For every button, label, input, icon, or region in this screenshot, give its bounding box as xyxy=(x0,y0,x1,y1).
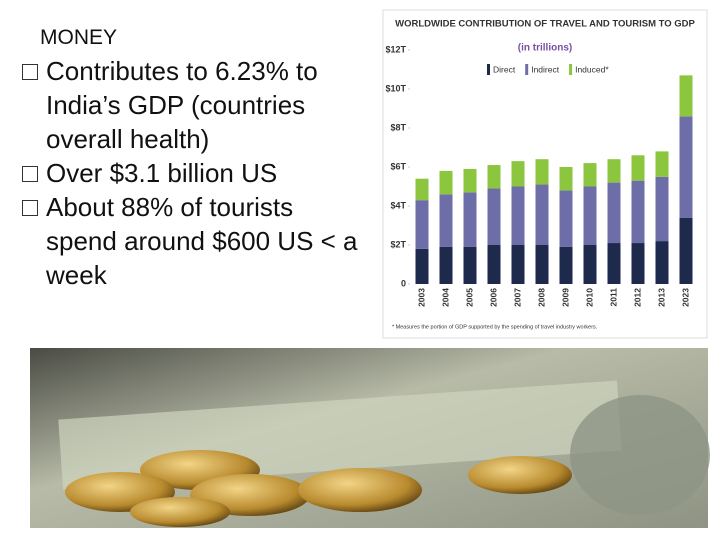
y-tick-label: $10T xyxy=(385,83,406,93)
legend-swatch xyxy=(525,64,529,75)
bullet-marker xyxy=(22,200,38,216)
bar-segment xyxy=(463,168,477,193)
bar-segment xyxy=(439,170,453,195)
bar-segment xyxy=(487,245,501,284)
bar-segment xyxy=(415,248,429,284)
y-tick-label: $4T xyxy=(390,200,406,210)
bullet-text: Contributes to 6.23% to India’s GDP (cou… xyxy=(46,56,318,154)
bar-segment xyxy=(679,116,693,218)
y-tick-label: $6T xyxy=(390,161,406,171)
bar-segment xyxy=(415,200,429,249)
chart-title: WORLDWIDE CONTRIBUTION OF TRAVEL AND TOU… xyxy=(395,19,695,30)
x-tick-label: 2007 xyxy=(512,288,522,307)
x-tick-label: 2023 xyxy=(680,288,690,307)
bar-segment xyxy=(655,151,669,177)
legend-label: Induced* xyxy=(575,64,609,74)
bar-segment xyxy=(559,246,573,284)
x-tick-label: 2006 xyxy=(488,288,498,307)
x-tick-label: 2004 xyxy=(440,288,450,307)
bar-segment xyxy=(415,178,429,201)
bar-segment xyxy=(607,243,621,284)
bar-segment xyxy=(559,190,573,247)
x-tick-label: 2012 xyxy=(632,288,642,307)
bar-segment xyxy=(487,165,501,189)
y-tick-label: $2T xyxy=(390,239,406,249)
coin xyxy=(130,497,230,527)
bar-segment xyxy=(679,75,693,117)
bullet-text: About 88% of tourists spend around $600 … xyxy=(46,192,358,290)
portrait xyxy=(570,395,710,515)
bar-segment xyxy=(607,182,621,244)
y-tick-label: $8T xyxy=(390,122,406,132)
bar-segment xyxy=(439,246,453,284)
legend-label: Indirect xyxy=(531,64,560,74)
coin xyxy=(468,456,572,494)
bar-segment xyxy=(535,245,549,284)
bar-segment xyxy=(439,194,453,247)
legend-swatch xyxy=(487,64,490,75)
bar-segment xyxy=(631,155,645,181)
bar-segment xyxy=(463,246,477,284)
chart-subtitle: (in trillions) xyxy=(518,43,572,54)
bar-segment xyxy=(583,186,597,245)
x-tick-label: 2013 xyxy=(656,288,666,307)
bar-segment xyxy=(679,217,693,284)
y-tick-label: $12T xyxy=(385,44,406,54)
bar-segment xyxy=(511,186,525,245)
chart: WORLDWIDE CONTRIBUTION OF TRAVEL AND TOU… xyxy=(385,19,695,331)
bar-segment xyxy=(535,184,549,245)
bullet: About 88% of tourists spend around $600 … xyxy=(22,190,362,292)
x-tick-label: 2010 xyxy=(584,288,594,307)
x-tick-label: 2005 xyxy=(464,288,474,307)
bar-segment xyxy=(511,245,525,284)
bar-segment xyxy=(583,245,597,284)
bar-segment xyxy=(463,192,477,247)
bullet-text: Over $3.1 billion US xyxy=(46,158,278,188)
x-tick-label: 2011 xyxy=(608,288,618,307)
bar-segment xyxy=(559,167,573,191)
bullet-marker xyxy=(22,64,38,80)
bullet: Over $3.1 billion US xyxy=(22,156,362,190)
heading: MONEY xyxy=(40,26,118,49)
x-tick-label: 2008 xyxy=(536,288,546,307)
bar-segment xyxy=(535,159,549,185)
bar-segment xyxy=(607,159,621,183)
x-tick-label: 2009 xyxy=(560,288,570,307)
bullet-list: Contributes to 6.23% to India’s GDP (cou… xyxy=(22,54,362,292)
bar-segment xyxy=(487,188,501,245)
bar-segment xyxy=(583,163,597,187)
bar-segment xyxy=(655,241,669,284)
legend-label: Direct xyxy=(493,64,516,74)
legend-swatch xyxy=(569,64,573,75)
coin xyxy=(298,468,422,512)
x-tick-label: 2003 xyxy=(416,288,426,307)
y-tick-label: 0 xyxy=(401,278,406,288)
bullet-marker xyxy=(22,166,38,182)
bar-segment xyxy=(655,176,669,242)
bar-segment xyxy=(631,243,645,284)
bar-segment xyxy=(631,180,645,244)
bar-segment xyxy=(511,161,525,187)
footnote: * Measures the portion of GDP supported … xyxy=(392,324,598,330)
bullet: Contributes to 6.23% to India’s GDP (cou… xyxy=(22,54,362,156)
